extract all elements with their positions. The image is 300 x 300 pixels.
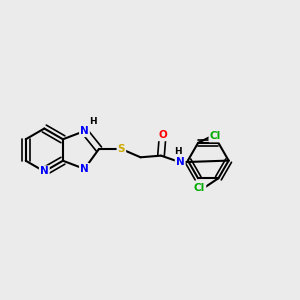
Text: S: S (118, 144, 125, 154)
Text: N: N (40, 167, 49, 176)
Text: N: N (176, 157, 184, 167)
Text: O: O (158, 130, 167, 140)
Text: N: N (80, 126, 89, 136)
Text: Cl: Cl (210, 131, 221, 141)
Text: N: N (80, 164, 89, 174)
Text: H: H (174, 147, 181, 156)
Text: H: H (89, 117, 97, 126)
Text: Cl: Cl (194, 183, 205, 193)
